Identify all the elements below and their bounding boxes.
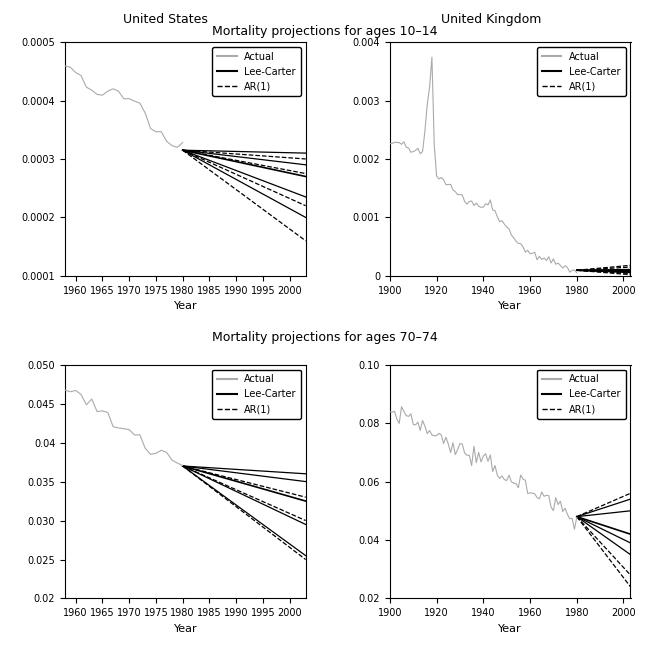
Legend: Actual, Lee-Carter, AR(1): Actual, Lee-Carter, AR(1) (537, 47, 626, 96)
X-axis label: Year: Year (174, 624, 197, 634)
Text: United States: United States (124, 13, 208, 26)
X-axis label: Year: Year (174, 301, 197, 311)
Legend: Actual, Lee-Carter, AR(1): Actual, Lee-Carter, AR(1) (537, 369, 626, 419)
X-axis label: Year: Year (499, 301, 522, 311)
X-axis label: Year: Year (499, 624, 522, 634)
Text: Mortality projections for ages 10–14: Mortality projections for ages 10–14 (213, 25, 437, 38)
Legend: Actual, Lee-Carter, AR(1): Actual, Lee-Carter, AR(1) (213, 369, 301, 419)
Legend: Actual, Lee-Carter, AR(1): Actual, Lee-Carter, AR(1) (213, 47, 301, 96)
Text: United Kingdom: United Kingdom (441, 13, 541, 26)
Text: Mortality projections for ages 70–74: Mortality projections for ages 70–74 (212, 331, 438, 344)
